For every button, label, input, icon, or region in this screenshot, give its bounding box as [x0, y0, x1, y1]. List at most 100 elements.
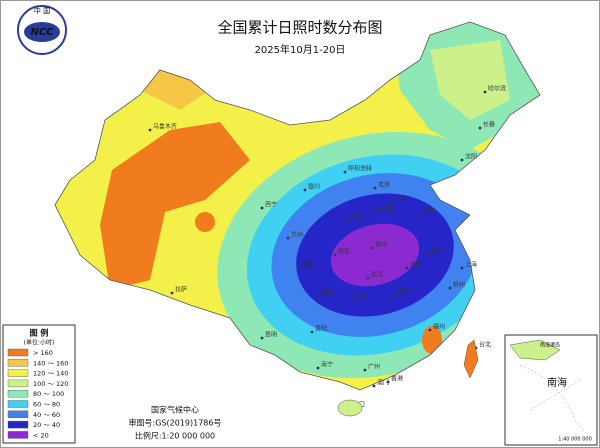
city-dot	[310, 330, 314, 334]
city-label: 天津	[395, 196, 407, 203]
legend-swatch	[7, 379, 29, 388]
city-label: 武汉	[371, 271, 383, 279]
city-dot	[370, 210, 374, 214]
legend-swatch	[7, 369, 29, 377]
legend-unit: (单位:小时)	[24, 339, 55, 347]
city-dot	[370, 246, 374, 250]
zone	[330, 223, 420, 287]
city-label: 郑州	[375, 241, 387, 249]
zone	[195, 212, 215, 232]
city-dot	[390, 200, 394, 204]
city-dot	[393, 293, 397, 297]
footer-org: 国家气候中心	[151, 405, 199, 415]
inset-sea: 南海	[547, 376, 567, 389]
legend-label: 100 ～ 120	[33, 380, 68, 388]
city-label: 南京	[431, 248, 443, 256]
inset-scale: 1:40 000 000	[558, 437, 592, 443]
subtitle: 2025年10月1-20日	[255, 43, 346, 56]
city-dot	[303, 188, 307, 192]
city-label: 上海	[465, 261, 477, 269]
legend: 图 例 (单位:小时) > 160 140 ～ 160 120 ～ 140 100 ～…	[2, 324, 76, 444]
city-dot	[333, 253, 337, 257]
logo: 中 国 NCC	[17, 5, 67, 55]
city-label: 太原	[351, 213, 363, 221]
city-dot	[343, 170, 347, 174]
city-label: 广州	[368, 363, 380, 371]
city-label: 银川	[308, 183, 320, 191]
legend-title: 图 例	[30, 328, 49, 338]
city-label: 拉萨	[175, 286, 187, 294]
city-label: 长春	[483, 121, 495, 129]
footer-approval: 审图号:GS(2019)1786号	[129, 418, 222, 428]
inset-line	[519, 364, 591, 439]
city-dot	[260, 336, 264, 340]
city-label: 重庆	[321, 289, 333, 297]
city-dot	[170, 291, 174, 295]
city-dot	[428, 328, 432, 332]
logo-globe	[24, 22, 60, 42]
city-label: 贵阳	[315, 325, 327, 333]
city-dot	[426, 253, 430, 257]
city-label: 澳门	[377, 379, 389, 387]
city-label: 乌鲁木齐	[153, 123, 177, 131]
inset: 南海诸岛 南海 1:40 000 000	[504, 334, 598, 446]
city-label: 济南	[423, 208, 435, 216]
legend-label: 80 ～ 100	[33, 390, 64, 398]
city-label: 呼和浩特	[348, 165, 372, 173]
city-label: 石家庄	[375, 205, 393, 213]
city-dot	[386, 380, 390, 384]
city-label: 成都	[301, 261, 313, 269]
logo-mark: NCC	[30, 27, 54, 38]
city-dot	[418, 213, 422, 217]
legend-swatch	[7, 431, 29, 439]
legend-label: > 160	[33, 349, 53, 357]
city-label: 福州	[433, 323, 445, 331]
zone	[422, 326, 442, 354]
city-label: 哈尔滨	[488, 85, 506, 93]
legend-label: 140 ～ 160	[33, 359, 68, 367]
city-label: 西安	[338, 248, 350, 256]
city-label: 南昌	[398, 288, 410, 296]
city-dot	[296, 266, 300, 270]
city-label: 杭州	[453, 281, 465, 289]
taiwan	[463, 339, 479, 379]
city-dot	[448, 286, 452, 290]
city-label: 台北	[479, 341, 491, 349]
zone	[100, 122, 250, 290]
city-dot	[260, 206, 264, 210]
city-dot	[363, 368, 367, 372]
city-dot	[286, 236, 290, 240]
city-dot	[366, 276, 370, 280]
hainan	[337, 399, 363, 417]
city-dot	[372, 384, 376, 388]
city-dot	[346, 218, 350, 222]
legend-swatch	[7, 390, 29, 398]
legend-label: 20 ～ 40	[33, 421, 60, 429]
logo-top: 中 国	[34, 6, 50, 15]
city-dot	[148, 128, 152, 132]
city-label: 沈阳	[465, 153, 477, 161]
city-dot	[483, 90, 487, 94]
city-dot	[316, 294, 320, 298]
title: 全国累计日照时数分布图	[217, 19, 382, 37]
city-dot	[316, 366, 320, 370]
legend-label: 40 ～ 60	[33, 411, 60, 419]
legend-label: < 20	[33, 431, 49, 439]
footer-scale: 比例尺:1:20 000 000	[135, 431, 215, 441]
legend-swatch	[7, 359, 29, 367]
legend-swatch	[7, 420, 29, 429]
city-dot	[460, 158, 464, 162]
city-label: 北京	[378, 181, 390, 189]
zone	[430, 40, 510, 120]
legend-swatch	[7, 410, 29, 418]
legend-label: 60 ～ 80	[33, 401, 60, 409]
city-dot	[350, 298, 354, 302]
city-dot	[373, 186, 377, 190]
legend-swatch	[7, 348, 29, 357]
city-label: 兰州	[291, 231, 303, 239]
city-label: 香港	[391, 375, 403, 383]
city-label: 昆明	[265, 332, 277, 339]
city-label: 西宁	[265, 201, 277, 209]
